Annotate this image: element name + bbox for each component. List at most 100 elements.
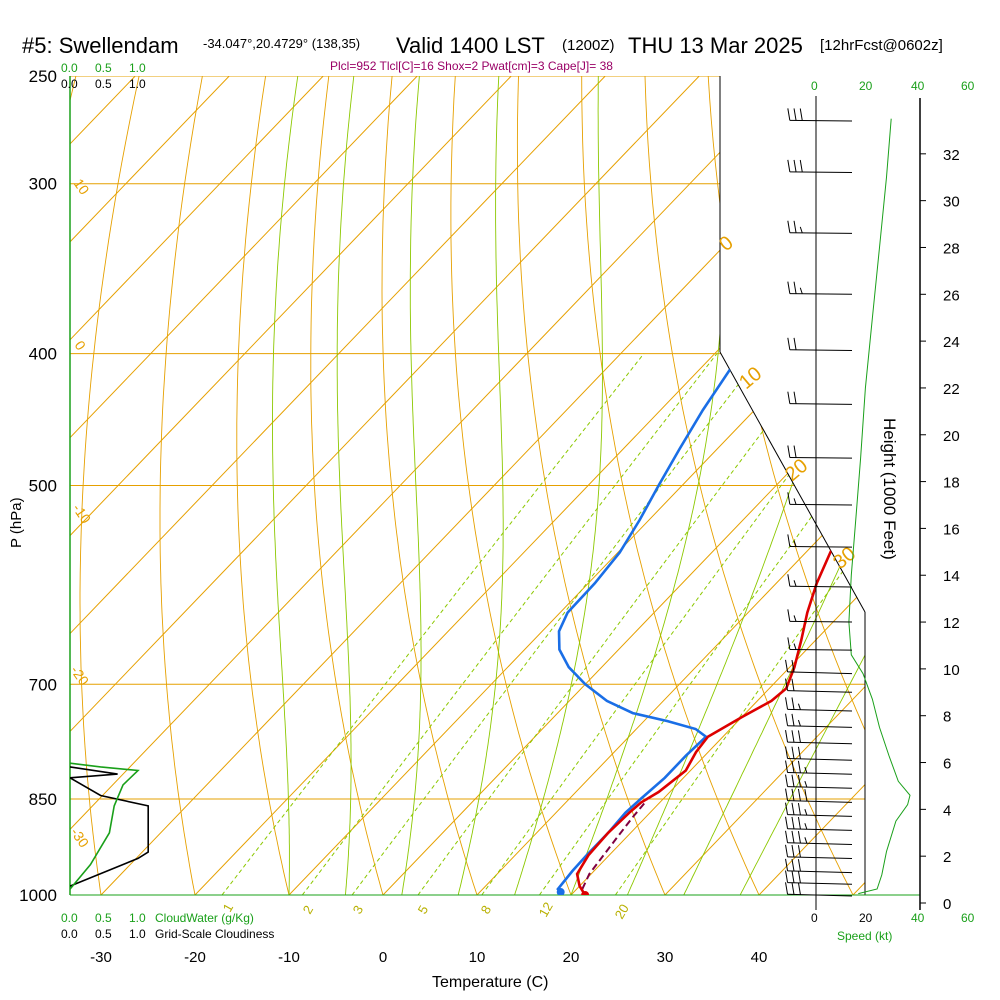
- wind-barb-flag: [797, 730, 801, 743]
- wind-barb-flag: [785, 870, 789, 883]
- wind-barb-staff: [787, 708, 853, 712]
- wind-barb-flag: [785, 788, 789, 801]
- wind-barb-staff: [787, 828, 853, 831]
- speed-bottom-tick: 60: [961, 911, 975, 925]
- wind-barb-staff: [789, 403, 853, 405]
- temperature-tick-label: 10: [469, 949, 486, 966]
- wind-barb-flag: [797, 746, 801, 759]
- cloudwater-label: CloudWater (g/Kg): [155, 911, 254, 925]
- wind-barb: [787, 337, 853, 351]
- temperature-tick-label: 20: [563, 949, 580, 966]
- isotherm-line: [70, 76, 230, 895]
- wind-barb-flag: [791, 844, 795, 858]
- wind-barb-flag: [791, 760, 795, 773]
- wind-barb-flag: [804, 823, 808, 830]
- wind-barb: [785, 746, 853, 761]
- mixing-ratio-label: 5: [415, 903, 432, 917]
- x-axis-label: Temperature (C): [432, 974, 548, 991]
- pressure-tick-label: 250: [29, 67, 57, 86]
- diagram-labels: 10 0 -10 -20 -30 0 10 20 30 1 2 3 5 8 12…: [68, 176, 861, 922]
- pressure-tick-label: 1000: [19, 886, 57, 905]
- adiabat-label: 10: [735, 363, 766, 394]
- pressure-tick-label: 300: [29, 175, 57, 194]
- adiabat-label: 20: [781, 455, 812, 486]
- wind-barb-flag: [791, 882, 795, 895]
- height-tick-label: 26: [943, 287, 960, 304]
- height-tick-label: 18: [943, 475, 960, 492]
- wind-barb: [787, 492, 853, 506]
- wind-barb-flag: [799, 159, 803, 173]
- wind-barb-flag: [785, 802, 789, 815]
- speed-top-tick: 20: [859, 79, 873, 93]
- wind-barb: [787, 281, 853, 295]
- cloudiness-label: Grid-Scale Cloudiness: [155, 927, 274, 941]
- wind-barb-flag: [793, 281, 797, 294]
- mixing-ratio-label: 8: [478, 903, 495, 917]
- cloudiness-bottom-tick: 1.0: [129, 927, 146, 941]
- cloudwater-bottom-tick: 0.0: [61, 911, 78, 925]
- isotherm-line: [70, 76, 700, 895]
- wind-barb-flag: [791, 802, 795, 815]
- wind-barb-staff: [787, 842, 853, 845]
- wind-barb-staff: [787, 741, 853, 745]
- wind-barb-staff: [787, 856, 853, 860]
- wind-barb-flag: [804, 780, 808, 788]
- sounding-profiles: [70, 102, 865, 895]
- wind-barb-flag: [785, 760, 789, 773]
- cloudiness-bottom-tick: 0.5: [95, 927, 112, 941]
- wind-barb-staff: [787, 893, 853, 897]
- temperature-tick-label: 40: [751, 949, 768, 966]
- dry-adiabat: [834, 76, 865, 895]
- height-tick-label: 30: [943, 194, 960, 211]
- wind-barb-flag: [797, 845, 801, 858]
- height-tick-label: 16: [943, 521, 960, 538]
- wind-barb-flag: [791, 870, 795, 883]
- wind-barb-flag: [797, 802, 801, 816]
- height-tick-label: 12: [943, 615, 960, 632]
- wind-barb: [787, 220, 853, 234]
- diagram-frame: [69, 76, 920, 896]
- speed-top-tick: 60: [961, 79, 975, 93]
- dry-adiabat: [381, 76, 478, 895]
- wind-barb-flag: [804, 809, 808, 816]
- wind-barb-flag: [797, 831, 801, 844]
- speed-bottom-tick: 20: [859, 911, 873, 925]
- isotherm-line: [476, 76, 865, 895]
- isotherm-line: [70, 76, 418, 895]
- wind-barb-flag: [793, 643, 797, 650]
- speed-bottom-tick: 0: [811, 911, 818, 925]
- diagram-grid: [70, 76, 865, 895]
- wind-barb-flag: [785, 858, 789, 871]
- wind-barb-flag: [793, 108, 797, 121]
- wind-barb-flag: [791, 746, 795, 759]
- wind-barb: [787, 159, 853, 174]
- wind-barb-flag: [785, 816, 789, 829]
- wind-barb-flag: [793, 337, 797, 350]
- wind-barb: [785, 816, 853, 831]
- isotherm-line: [382, 76, 865, 895]
- wind-barb-staff: [787, 870, 853, 874]
- mixing-ratio-line: [614, 353, 865, 895]
- wind-barb-flag: [787, 391, 791, 404]
- wind-barb: [785, 774, 853, 789]
- wind-barb: [785, 802, 853, 817]
- mixing-ratio-line: [417, 353, 822, 895]
- isotherm-line: [70, 76, 324, 895]
- wind-barb-flag: [793, 580, 797, 587]
- wind-barb: [785, 760, 853, 775]
- wind-barb-flag: [791, 858, 795, 872]
- dry-adiabat: [159, 76, 203, 895]
- cloudwater-top-tick: 1.0: [129, 61, 146, 75]
- wind-barb-flag: [793, 445, 797, 458]
- wind-barb-flag: [785, 844, 789, 857]
- wind-barb: [785, 882, 853, 897]
- wind-barb-flag: [791, 788, 795, 801]
- height-tick-label: 24: [943, 334, 960, 351]
- wind-barb-staff: [787, 800, 853, 803]
- wind-barb-staff: [789, 171, 853, 174]
- height-tick-label: 6: [943, 756, 951, 773]
- wind-barb-staff: [787, 786, 853, 789]
- wind-barb-flag: [804, 766, 808, 774]
- moist-adiabat: [514, 76, 603, 895]
